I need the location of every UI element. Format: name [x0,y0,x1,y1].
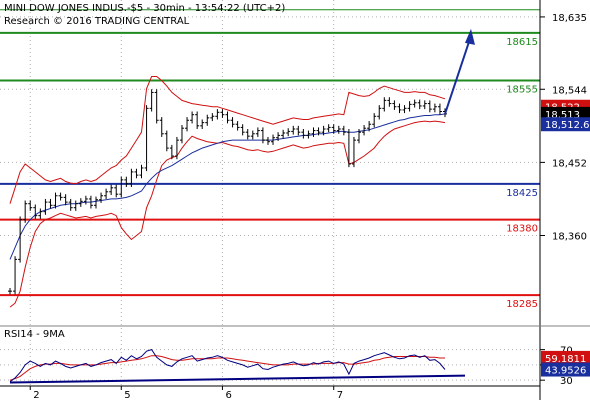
rsi-panel-title: RSI14 - 9MA [4,329,65,340]
bollinger-lower-line [9,120,446,308]
time-tick-label: 2 [33,390,39,400]
level-label-18425: 18425 [506,188,538,199]
time-tick-label: 7 [337,390,343,400]
moving-average-line [9,113,446,260]
rsi-tag-label: 59.1811 [545,354,586,365]
rsi-tag-label: 43.9526 [545,366,586,377]
projection-arrow-shaft [444,38,471,115]
price-tick-label: 18,452 [552,158,587,169]
chart-subtitle: Research © 2016 TRADING CENTRAL [4,16,190,27]
level-label-18380: 18380 [506,224,538,235]
level-label-18615: 18615 [506,37,538,48]
time-tick-label: 6 [225,390,231,400]
rsi-tick-label: 30 [560,376,573,387]
bollinger-bands [9,76,446,308]
price-tag-box [541,117,590,132]
rsi-trend-line [9,374,466,384]
bollinger-upper-line [9,76,446,204]
price-tick-label: 18,544 [552,85,587,96]
rsi-tag-box [541,350,590,365]
rsi-series [9,349,466,384]
time-tick-label: 5 [124,390,130,400]
price-tag-label: 18,512.6 [545,120,590,131]
chart-title: MINI DOW JONES INDUS.-$5 - 30min - 13:54… [4,3,285,14]
level-label-18555: 18555 [506,85,538,96]
time-axis-ticks: 2 5 6 7 [29,386,343,400]
support-resistance-levels: 18615 18555 18425 18380 18285 [0,9,540,310]
price-series [8,28,475,295]
price-tag-label: 18,513 [545,110,580,121]
rsi-tag-box [541,362,590,377]
rsi-line [9,349,446,383]
level-label-18285: 18285 [506,299,538,310]
projection-arrow-head [465,28,475,45]
price-tick-label: 18,635 [552,13,587,24]
price-tick-label: 18,360 [552,232,587,243]
